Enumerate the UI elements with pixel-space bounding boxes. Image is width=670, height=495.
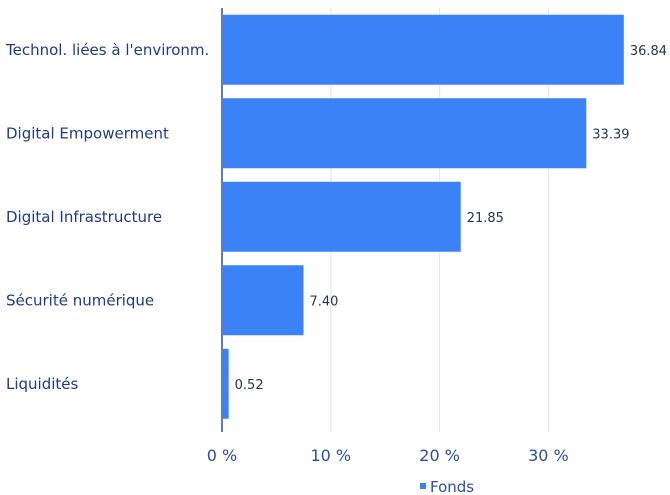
bars [223, 14, 624, 419]
category-label-digital-infrastructure: Digital Infrastructure [6, 208, 162, 226]
category-label-liquidites: Liquidités [6, 375, 79, 393]
legend-label-fonds: Fonds [430, 478, 474, 495]
legend[interactable]: Fonds [420, 478, 474, 495]
category-label-technol-liees-a-l-environm: Technol. liées à l'environm. [5, 41, 209, 59]
legend-swatch-fonds [420, 483, 426, 489]
value-label-technol-liees-a-l-environm: 36.84 [630, 44, 667, 59]
value-labels: 36.84 33.39 21.85 7.40 0.52 [235, 44, 667, 393]
value-label-digital-empowerment: 33.39 [592, 127, 629, 142]
x-axis-tick-labels: 0 % 10 % 20 % 30 % [207, 446, 569, 465]
value-label-liquidites: 0.52 [235, 378, 264, 393]
bar-securite-numerique[interactable] [223, 265, 304, 336]
bar-liquidites[interactable] [223, 348, 229, 419]
bar-digital-empowerment[interactable] [223, 98, 587, 169]
category-label-digital-empowerment: Digital Empowerment [6, 124, 169, 142]
x-tick-label-0: 0 % [207, 446, 237, 465]
bar-digital-infrastructure[interactable] [223, 181, 461, 252]
category-labels: Technol. liées à l'environm. Digital Empo… [5, 41, 209, 393]
value-label-digital-infrastructure: 21.85 [467, 211, 504, 226]
x-tick-label-20: 20 % [419, 446, 460, 465]
x-tick-label-30: 30 % [528, 446, 569, 465]
category-label-securite-numerique: Sécurité numérique [6, 291, 154, 309]
x-tick-label-10: 10 % [310, 446, 351, 465]
bar-technol-liees-a-l-environm[interactable] [223, 14, 624, 85]
value-label-securite-numerique: 7.40 [310, 294, 339, 309]
